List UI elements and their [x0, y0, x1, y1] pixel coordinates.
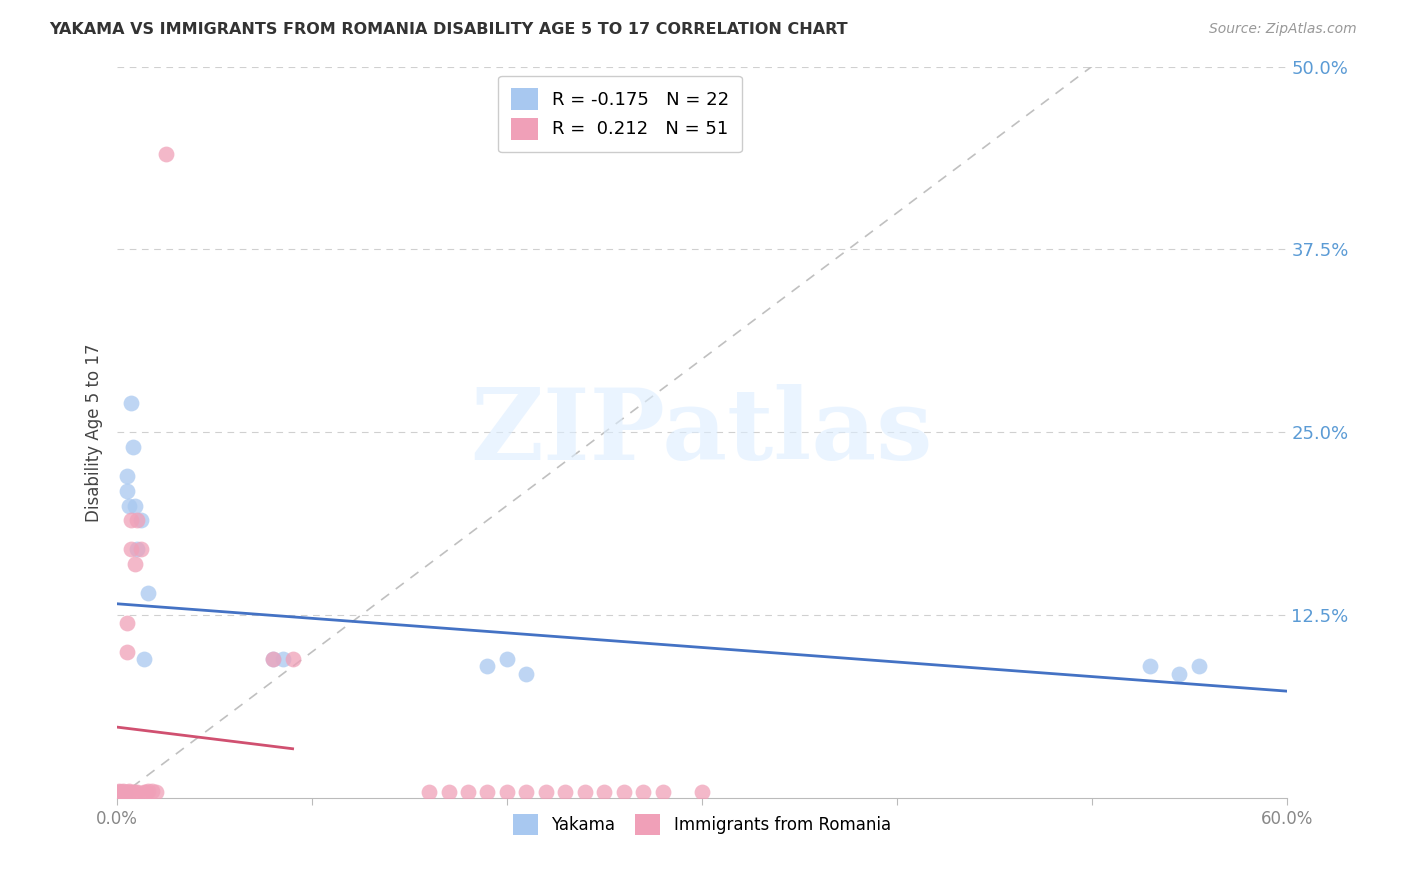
Point	[110, 787, 132, 801]
Point	[108, 787, 131, 801]
Point	[118, 784, 141, 798]
Point	[574, 785, 596, 799]
Point	[114, 787, 136, 801]
Point	[125, 513, 148, 527]
Point	[124, 557, 146, 571]
Point	[108, 784, 131, 798]
Point	[110, 787, 132, 801]
Point	[110, 785, 132, 799]
Point	[121, 785, 143, 799]
Point	[262, 652, 284, 666]
Text: YAKAMA VS IMMIGRANTS FROM ROMANIA DISABILITY AGE 5 TO 17 CORRELATION CHART: YAKAMA VS IMMIGRANTS FROM ROMANIA DISABI…	[49, 22, 848, 37]
Point	[271, 652, 294, 666]
Point	[108, 785, 131, 799]
Text: ZIPatlas: ZIPatlas	[471, 384, 934, 481]
Point	[651, 785, 673, 799]
Point	[108, 785, 131, 799]
Point	[134, 785, 156, 799]
Point	[135, 785, 157, 799]
Point	[155, 147, 177, 161]
Text: Source: ZipAtlas.com: Source: ZipAtlas.com	[1209, 22, 1357, 37]
Point	[534, 785, 557, 799]
Point	[118, 785, 141, 799]
Point	[110, 785, 132, 799]
Point	[108, 785, 131, 799]
Point	[515, 666, 537, 681]
Point	[262, 652, 284, 666]
Point	[437, 785, 460, 799]
Point	[114, 785, 136, 799]
Point	[108, 787, 131, 801]
Point	[633, 785, 655, 799]
Point	[1168, 666, 1191, 681]
Point	[554, 785, 576, 799]
Point	[118, 499, 141, 513]
Point	[124, 499, 146, 513]
Point	[477, 659, 499, 673]
Point	[457, 785, 479, 799]
Point	[112, 787, 135, 801]
Point	[112, 785, 135, 799]
Point	[138, 784, 160, 798]
Point	[1139, 659, 1161, 673]
Point	[613, 785, 636, 799]
Point	[281, 652, 304, 666]
Point	[418, 785, 440, 799]
Point	[114, 787, 136, 801]
Point	[121, 440, 143, 454]
Point	[496, 652, 519, 666]
Point	[114, 787, 136, 801]
Point	[138, 586, 160, 600]
Point	[124, 785, 146, 799]
Point	[145, 785, 167, 799]
Point	[120, 396, 142, 410]
Point	[134, 652, 156, 666]
Point	[125, 542, 148, 557]
Point	[120, 542, 142, 557]
Y-axis label: Disability Age 5 to 17: Disability Age 5 to 17	[86, 343, 103, 522]
Point	[115, 469, 138, 483]
Point	[112, 785, 135, 799]
Legend: Yakama, Immigrants from Romania: Yakama, Immigrants from Romania	[503, 805, 901, 845]
Point	[129, 513, 152, 527]
Point	[1188, 659, 1211, 673]
Point	[115, 615, 138, 630]
Point	[108, 788, 131, 802]
Point	[593, 785, 616, 799]
Point	[120, 513, 142, 527]
Point	[125, 785, 148, 799]
Point	[110, 788, 132, 802]
Point	[129, 542, 152, 557]
Point	[115, 645, 138, 659]
Point	[496, 785, 519, 799]
Point	[515, 785, 537, 799]
Point	[690, 785, 713, 799]
Point	[115, 483, 138, 498]
Point	[112, 784, 135, 798]
Point	[141, 784, 163, 798]
Point	[115, 785, 138, 799]
Point	[477, 785, 499, 799]
